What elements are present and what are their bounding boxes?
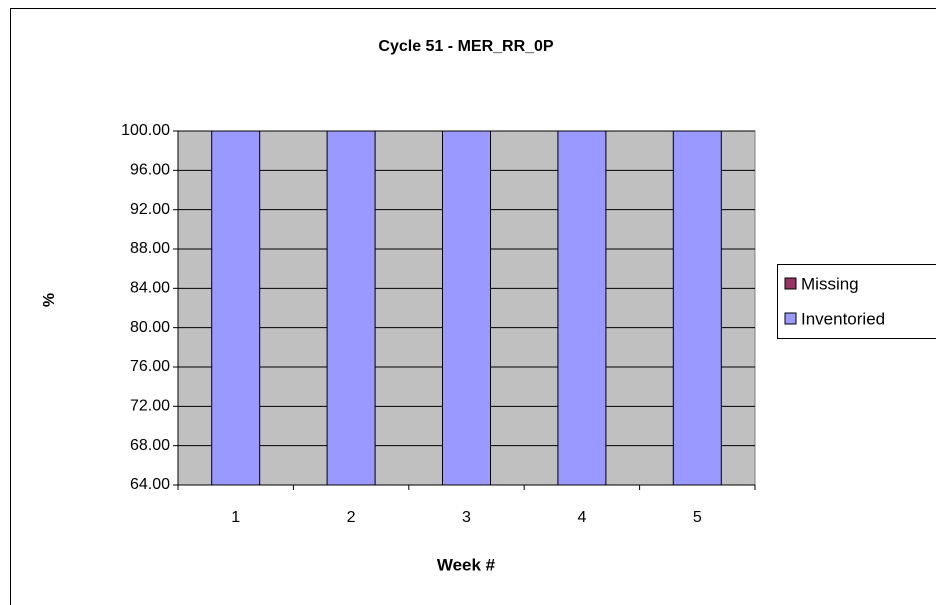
y-tick-label: 96.00 [130,162,170,179]
legend-label: Missing [801,274,859,293]
x-tick-label: 5 [693,509,702,526]
bar-segment [672,130,722,486]
x-axis-title: Week # [437,555,496,574]
x-tick-label: 4 [577,509,586,526]
y-tick-label: 84.00 [130,280,170,297]
y-tick-label: 100.00 [121,122,170,139]
legend-box [777,264,936,339]
bar-segment [326,130,376,486]
y-tick-label: 76.00 [130,358,170,375]
bar-segment [211,130,261,486]
legend-swatch [784,312,797,325]
bar-segment [557,130,607,486]
y-tick-label: 68.00 [130,437,170,454]
y-axis-title: % [41,293,58,307]
y-tick-label: 92.00 [130,201,170,218]
x-tick-label: 1 [231,509,240,526]
bar-segment [442,130,491,486]
chart-title: Cycle 51 - MER_RR_0P [378,38,554,55]
y-tick-label: 88.00 [130,240,170,257]
legend-label: Inventoried [801,309,885,328]
y-tick-label: 72.00 [130,398,170,415]
x-tick-label: 3 [462,509,471,526]
x-tick-label: 2 [347,509,356,526]
y-tick-label: 64.00 [130,476,170,493]
y-tick-label: 80.00 [130,319,170,336]
legend-swatch [784,277,797,290]
